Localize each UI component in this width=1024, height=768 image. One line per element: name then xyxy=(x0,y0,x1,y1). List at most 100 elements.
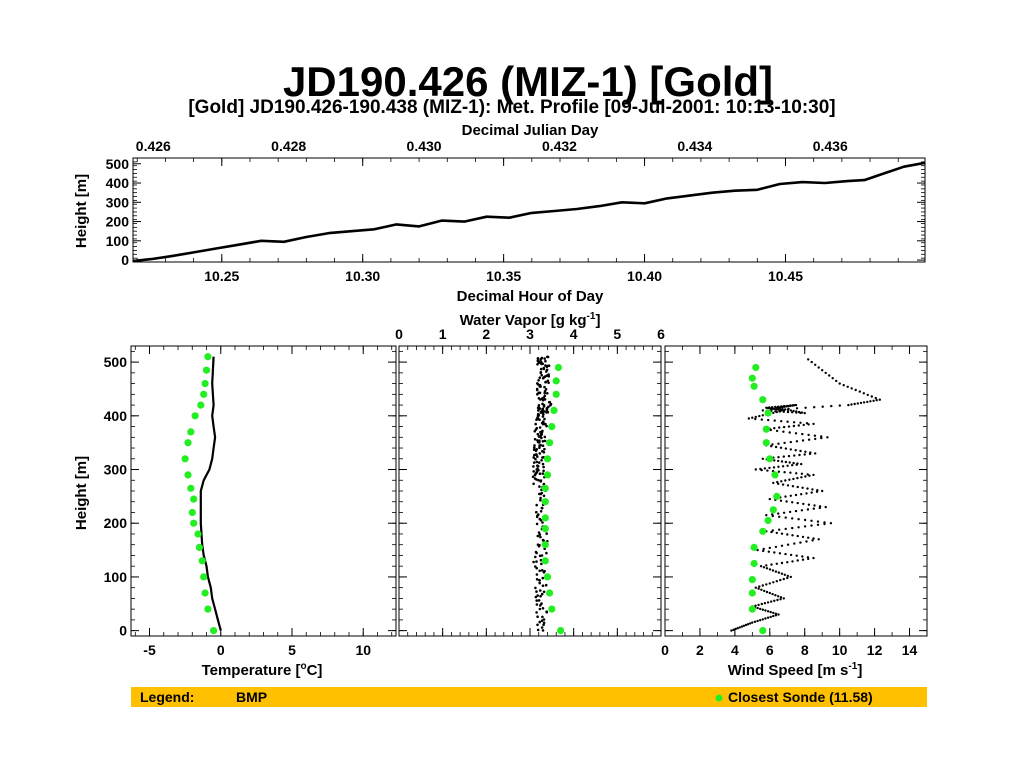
water-vapor-bmp-point xyxy=(544,380,547,384)
wind-speed-bmp-point xyxy=(793,454,796,457)
wind-speed-bmp-point xyxy=(850,387,853,390)
wind-speed-bmp-point xyxy=(771,592,774,596)
water-vapor-bmp-point xyxy=(539,589,542,592)
water-vapor-bmp-point xyxy=(538,426,542,429)
temperature-y-tick-label: 400 xyxy=(104,408,128,424)
water-vapor-bmp-point xyxy=(535,510,538,514)
wind-speed-bmp-point xyxy=(762,566,766,569)
water-vapor-bmp-point xyxy=(541,615,544,619)
wind-speed-sonde-point xyxy=(748,374,756,382)
wind-speed-bmp-point xyxy=(787,407,790,410)
wind-speed-bmp-point xyxy=(777,512,780,515)
wind-speed-bmp-point xyxy=(757,603,760,607)
water-vapor-bmp-point xyxy=(543,439,547,443)
wind-speed-bmp-point xyxy=(796,501,799,505)
wind-speed-bmp-point xyxy=(754,417,757,421)
water-vapor-bmp-point xyxy=(537,379,540,382)
wind-speed-bmp-point xyxy=(770,445,773,448)
water-vapor-bmp-point xyxy=(541,415,545,418)
water-vapor-bmp-point xyxy=(537,531,541,534)
water-vapor-bmp-point xyxy=(535,468,538,471)
wind-speed-bmp-point xyxy=(773,599,776,602)
water-vapor-bmp-point xyxy=(542,494,546,498)
wind-speed-bmp-point xyxy=(769,610,772,614)
wind-speed-bmp-point xyxy=(759,607,762,611)
wind-speed-bmp-point xyxy=(770,563,773,566)
wind-speed-bmp-point xyxy=(782,410,785,413)
temperature-sonde-point xyxy=(195,543,203,552)
water-vapor-bmp-point xyxy=(538,472,542,476)
wind-speed-bmp-point xyxy=(789,553,793,557)
temperature-sonde-point xyxy=(204,353,212,361)
water-vapor-bmp-point xyxy=(538,383,542,387)
wind-speed-bmp-point xyxy=(854,388,857,392)
wind-speed-bmp-point xyxy=(838,382,841,385)
wind-speed-bmp-point xyxy=(780,480,783,483)
water-vapor-bmp-point xyxy=(540,506,544,510)
temperature-sonde-point xyxy=(197,401,205,409)
water-vapor-bmp-point xyxy=(534,550,538,554)
wind-speed-bmp-point xyxy=(807,358,810,361)
wind-speed-sonde-point xyxy=(748,589,756,597)
wind-speed-bmp-point xyxy=(803,453,806,456)
water-vapor-bmp-point xyxy=(536,363,539,366)
wind-speed-bmp-point xyxy=(765,583,768,586)
wind-speed-bmp-point xyxy=(742,624,746,627)
wind-speed-bmp-point xyxy=(872,399,875,402)
wind-speed-bmp-point xyxy=(805,422,809,425)
wind-speed-bmp-point xyxy=(875,399,878,402)
water-vapor-bmp-point xyxy=(542,482,546,486)
wind-speed-bmp-point xyxy=(751,416,754,419)
wind-speed-x-axis-label: Wind Speed [m s-1] xyxy=(728,661,863,679)
temperature-y-tick-label: 100 xyxy=(104,569,128,585)
top-chart-julian-tick-label: 0.428 xyxy=(271,138,306,154)
wind-speed-bmp-point xyxy=(768,406,771,409)
wind-speed-bmp-point xyxy=(799,541,802,544)
water-vapor-x-tick-label: 3 xyxy=(526,326,534,342)
top-chart-x-tick-label: 10.25 xyxy=(204,268,239,284)
water-vapor-bmp-point xyxy=(535,599,538,602)
water-vapor-bmp-point xyxy=(543,390,547,393)
wind-speed-bmp-point xyxy=(784,552,787,556)
wind-speed-bmp-point xyxy=(787,454,791,458)
wind-speed-bmp-point xyxy=(766,601,770,604)
water-vapor-sonde-point xyxy=(552,377,560,385)
water-vapor-sonde-point xyxy=(543,573,552,581)
water-vapor-bmp-point xyxy=(534,555,537,559)
water-vapor-bmp-point xyxy=(535,522,539,526)
wind-speed-bmp-point xyxy=(859,401,863,405)
water-vapor-bmp-point xyxy=(538,569,541,573)
wind-speed-bmp-point xyxy=(795,554,798,557)
water-vapor-bmp-point xyxy=(541,472,545,475)
top-chart-x-axis-label: Decimal Hour of Day xyxy=(457,288,604,305)
water-vapor-bmp-point xyxy=(547,364,551,368)
temperature-x-axis-label: Temperature [oC] xyxy=(202,661,323,679)
wind-speed-bmp-point xyxy=(802,423,805,427)
top-chart-y-tick-label: 400 xyxy=(106,175,130,191)
water-vapor-bmp-point xyxy=(539,367,543,371)
water-vapor-bmp-point xyxy=(536,439,539,442)
top-chart-x-tick-label: 10.35 xyxy=(486,268,521,284)
wind-speed-bmp-point xyxy=(824,371,827,375)
wind-speed-bmp-point xyxy=(766,610,770,613)
wind-speed-bmp-point xyxy=(821,405,824,408)
water-vapor-bmp-point xyxy=(535,460,539,464)
water-vapor-bmp-point xyxy=(538,607,542,611)
wind-speed-bmp-point xyxy=(796,462,799,465)
wind-speed-bmp-point xyxy=(858,390,861,393)
wind-speed-bmp-point xyxy=(791,485,795,488)
wind-speed-bmp-point xyxy=(791,464,794,467)
water-vapor-bmp-point xyxy=(535,453,538,456)
wind-speed-bmp-point xyxy=(769,615,772,619)
temperature-sonde-point xyxy=(191,412,199,420)
water-vapor-bmp-point xyxy=(535,515,539,519)
water-vapor-bmp-point xyxy=(539,558,543,562)
water-vapor-bmp-point xyxy=(534,565,537,568)
wind-speed-bmp-point xyxy=(801,555,804,558)
wind-speed-bmp-point xyxy=(794,432,798,435)
water-vapor-sonde-point xyxy=(541,525,549,533)
legend-bar xyxy=(131,687,927,707)
wind-speed-x-tick-label: 2 xyxy=(696,642,704,658)
wind-speed-bmp-point xyxy=(802,502,805,506)
legend-sonde-label: Closest Sonde (11.58) xyxy=(728,689,873,705)
